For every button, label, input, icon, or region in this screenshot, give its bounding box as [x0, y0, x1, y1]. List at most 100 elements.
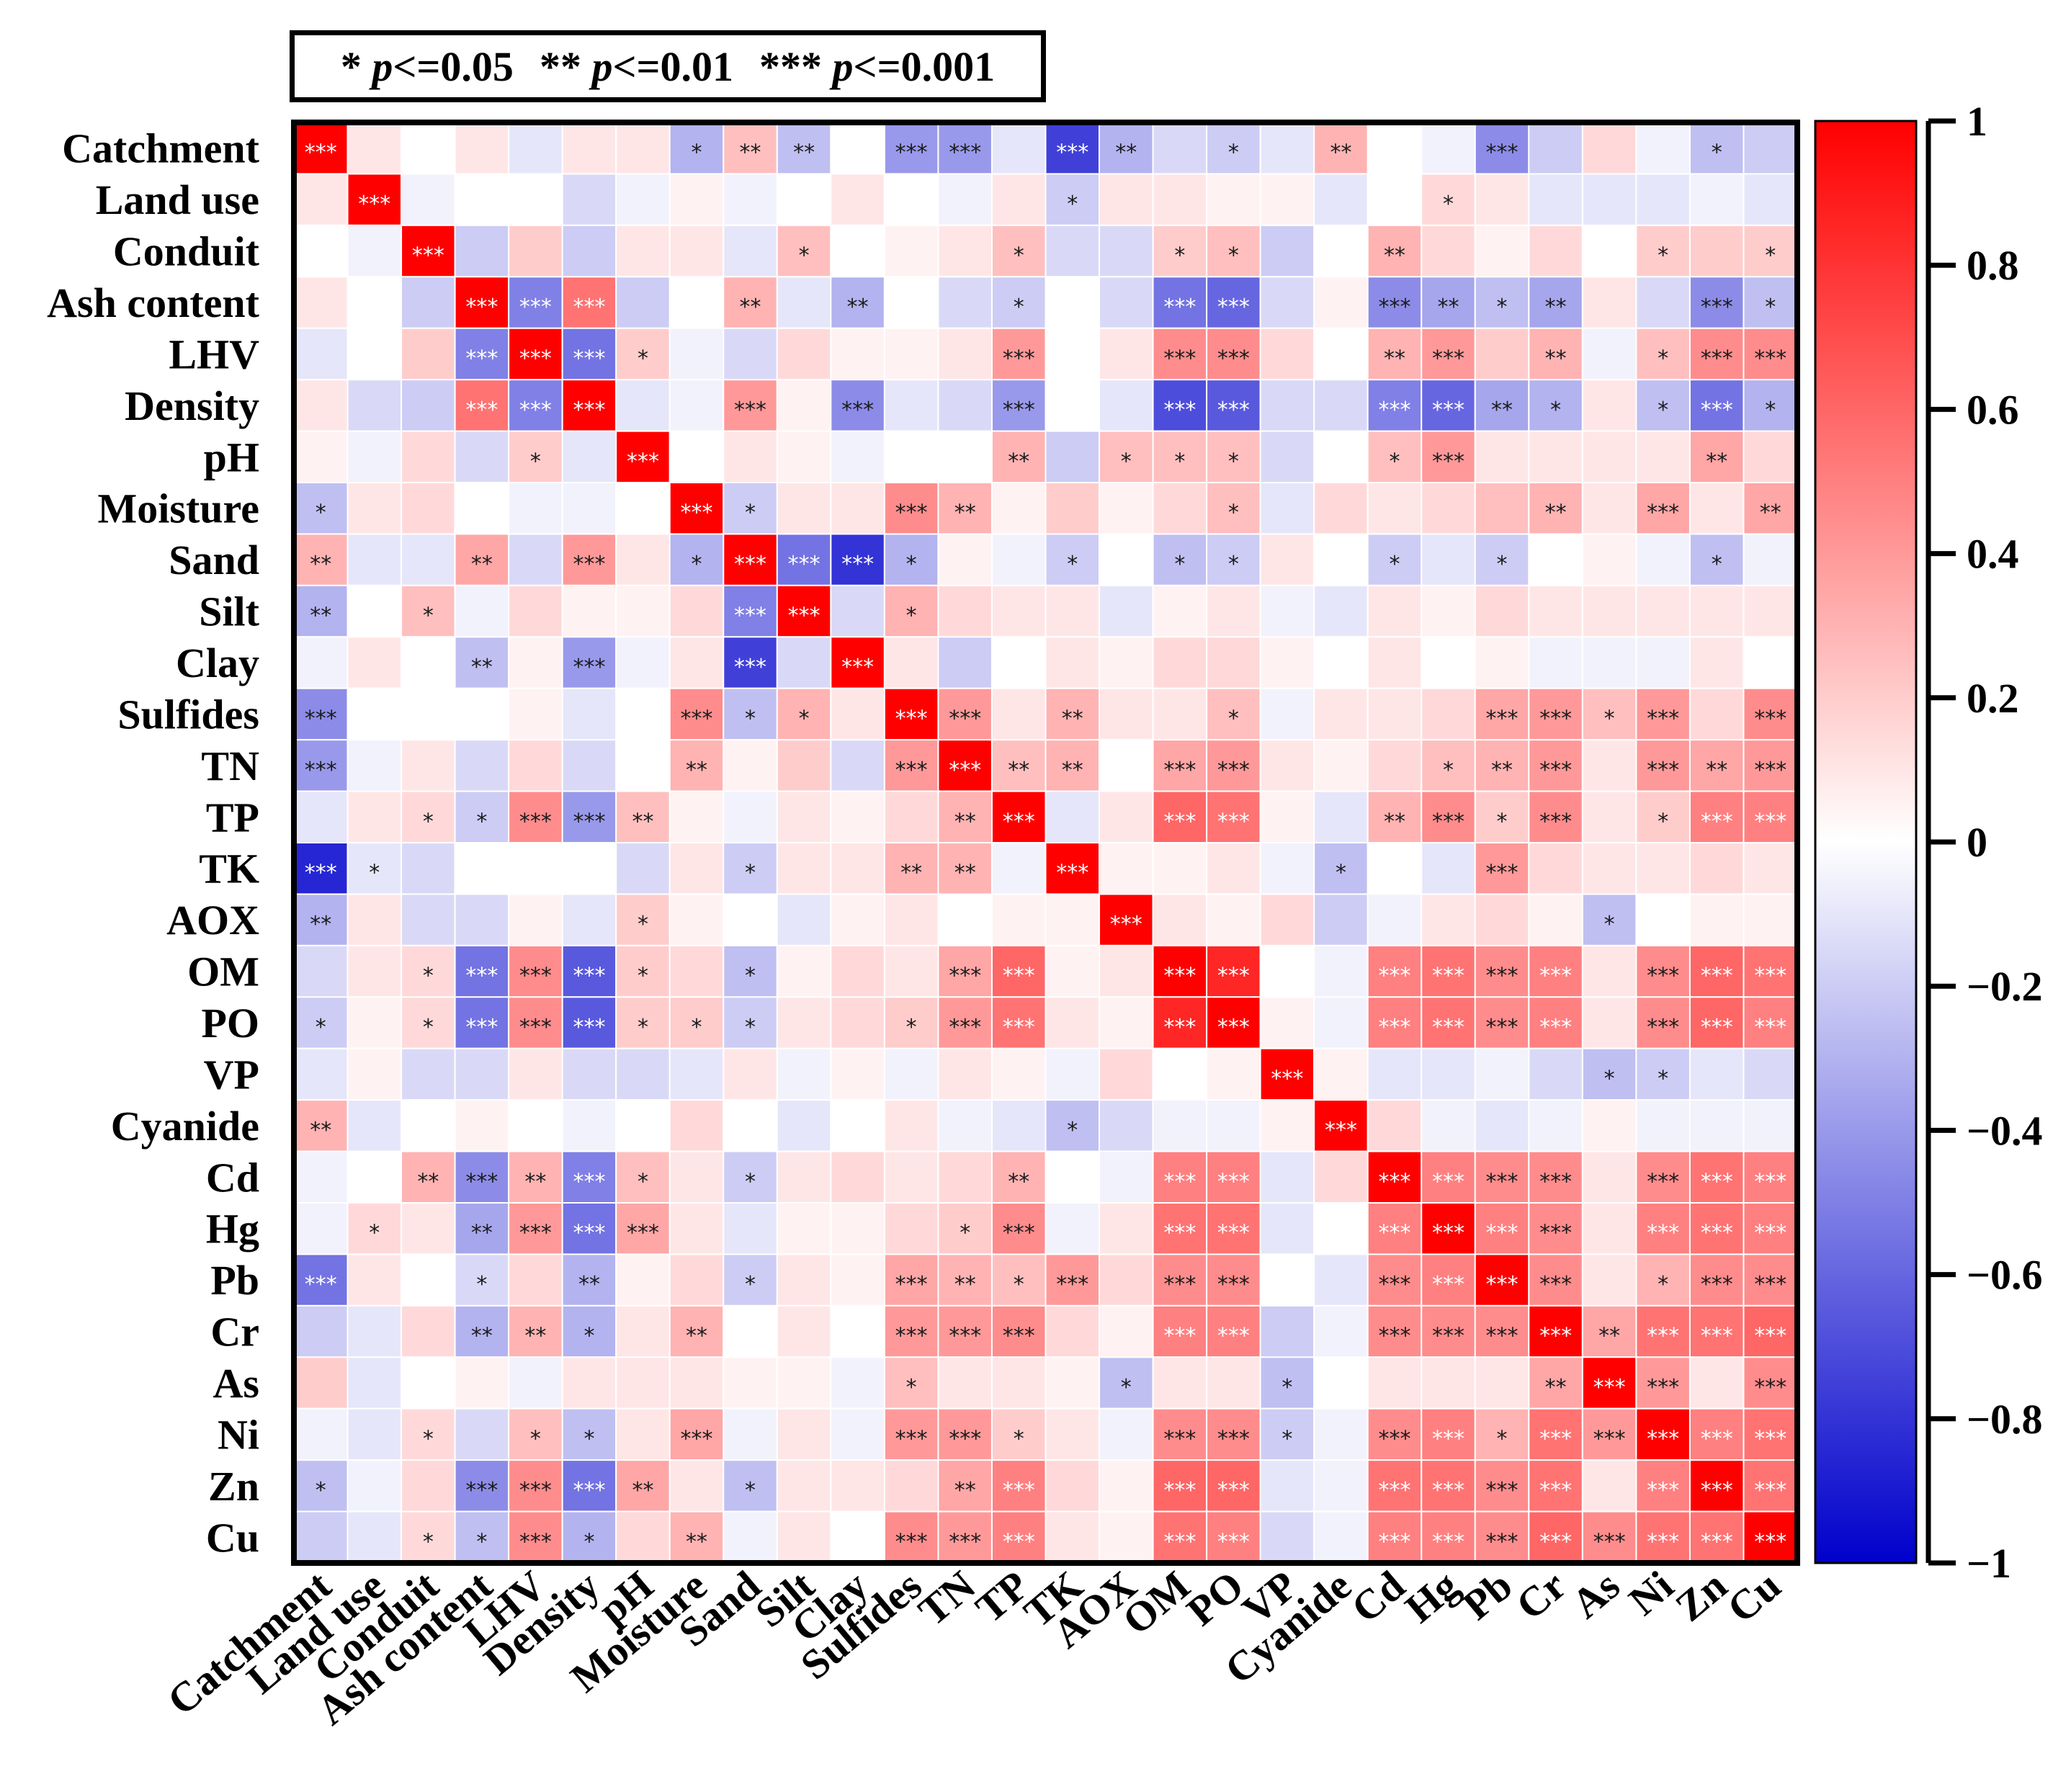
significance-marker-24-25: *** — [1647, 1375, 1679, 1400]
cell-17-5 — [561, 996, 617, 1049]
cell-14-11 — [883, 842, 939, 895]
cell-20-23 — [1528, 1150, 1583, 1204]
cell-1-14 — [1045, 173, 1101, 226]
significance-marker-13-4: *** — [519, 809, 552, 834]
row-label-14: TK — [199, 846, 259, 892]
cell-0-17 — [1206, 122, 1261, 175]
significance-marker-27-25: *** — [1647, 1529, 1679, 1554]
cell-18-21 — [1421, 1047, 1476, 1101]
cell-4-22 — [1474, 327, 1530, 381]
cell-5-18 — [1259, 379, 1315, 432]
cell-10-20 — [1367, 636, 1423, 689]
cell-20-15 — [1099, 1150, 1154, 1204]
significance-marker-5-5: *** — [573, 398, 605, 423]
significance-marker-13-17: *** — [1217, 809, 1250, 834]
cell-10-0 — [293, 636, 349, 689]
cell-18-24 — [1581, 1047, 1637, 1101]
significance-marker-0-19: ** — [1330, 140, 1351, 166]
row-label-24: As — [213, 1360, 259, 1407]
significance-marker-6-20: * — [1389, 449, 1400, 474]
cell-19-12 — [937, 1099, 993, 1152]
cell-9-1 — [346, 584, 403, 638]
cell-6-8 — [723, 430, 778, 483]
significance-marker-10-3: ** — [471, 655, 493, 680]
significance-marker-27-5: * — [583, 1529, 594, 1554]
cell-24-6 — [615, 1356, 671, 1410]
cell-17-14 — [1045, 996, 1101, 1049]
row-label-20: Cd — [206, 1154, 259, 1201]
cell-19-15 — [1099, 1099, 1154, 1152]
significance-marker-2-16: * — [1174, 243, 1185, 269]
significance-marker-20-5: *** — [573, 1169, 605, 1194]
cell-14-1 — [346, 842, 403, 895]
significance-marker-27-21: *** — [1432, 1529, 1464, 1554]
significance-marker-19-14: * — [1067, 1118, 1078, 1143]
cell-24-5 — [561, 1356, 617, 1410]
significance-marker-16-6: * — [638, 964, 648, 989]
cell-21-11 — [883, 1202, 939, 1255]
cell-5-9 — [776, 379, 832, 432]
cell-23-10 — [830, 1304, 885, 1358]
cell-27-0 — [293, 1510, 349, 1564]
cell-22-26 — [1689, 1253, 1745, 1307]
cell-1-5 — [561, 173, 617, 226]
cell-15-21 — [1421, 893, 1476, 946]
cell-20-0 — [293, 1150, 349, 1204]
cell-4-15 — [1099, 327, 1154, 381]
row-label-27: Cu — [206, 1514, 259, 1561]
cell-4-10 — [830, 327, 885, 381]
cell-4-11 — [883, 327, 939, 381]
significance-marker-23-25: *** — [1647, 1324, 1679, 1349]
cell-14-27 — [1743, 842, 1799, 895]
cell-25-24 — [1581, 1407, 1637, 1461]
cell-13-17 — [1206, 790, 1261, 843]
cell-20-12 — [937, 1150, 993, 1204]
cell-3-0 — [293, 276, 349, 329]
cell-7-12 — [937, 482, 993, 535]
cell-16-24 — [1581, 944, 1637, 998]
cell-18-2 — [401, 1047, 456, 1101]
cell-21-8 — [723, 1202, 778, 1255]
cell-1-6 — [615, 173, 671, 226]
row-label-10: Clay — [176, 640, 259, 686]
significance-marker-24-15: * — [1121, 1375, 1132, 1400]
significance-marker-25-2: * — [423, 1426, 434, 1451]
cell-12-25 — [1635, 739, 1691, 792]
cell-20-13 — [990, 1150, 1047, 1204]
significance-marker-8-11: * — [906, 552, 917, 577]
significance-marker-12-14: ** — [1062, 758, 1083, 783]
cell-14-14 — [1045, 842, 1101, 895]
significance-marker-11-7: *** — [681, 706, 713, 731]
cell-17-6 — [615, 996, 671, 1049]
cell-1-8 — [723, 173, 778, 226]
cell-2-8 — [723, 224, 778, 278]
cell-7-22 — [1474, 482, 1530, 535]
significance-marker-0-15: ** — [1115, 140, 1137, 166]
cell-7-1 — [346, 482, 403, 535]
cell-15-10 — [830, 893, 885, 946]
cell-2-12 — [937, 224, 993, 278]
cell-9-25 — [1635, 584, 1691, 638]
cell-4-14 — [1045, 327, 1101, 381]
significance-marker-9-2: * — [423, 604, 434, 629]
cell-5-21 — [1421, 379, 1476, 432]
cell-14-20 — [1367, 842, 1423, 895]
significance-marker-22-17: *** — [1217, 1272, 1250, 1297]
row-label-1: Land use — [96, 176, 259, 223]
significance-marker-23-7: ** — [686, 1324, 707, 1349]
cell-11-9 — [776, 687, 832, 741]
cell-19-2 — [401, 1099, 456, 1152]
cell-22-1 — [346, 1253, 403, 1307]
significance-marker-3-20: *** — [1378, 295, 1410, 320]
cell-22-12 — [937, 1253, 993, 1307]
cell-8-14 — [1045, 533, 1101, 586]
significance-marker-0-7: * — [692, 140, 702, 166]
significance-marker-22-23: *** — [1539, 1272, 1572, 1297]
cell-8-22 — [1474, 533, 1530, 586]
cell-17-1 — [346, 996, 403, 1049]
cell-4-0 — [293, 327, 349, 381]
cell-10-7 — [668, 636, 725, 689]
cell-12-18 — [1259, 739, 1315, 792]
cell-15-19 — [1313, 893, 1369, 946]
cell-7-11 — [883, 482, 939, 535]
